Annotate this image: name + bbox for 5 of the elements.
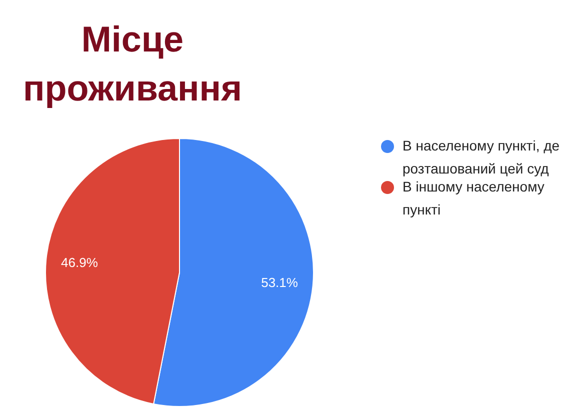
legend-label: В іншому населеному пункті xyxy=(402,178,544,218)
chart-title: Місце проживання xyxy=(22,18,242,109)
legend-label: В населеному пункті, де розташований цей суд xyxy=(402,138,560,176)
data-label: 53.1% xyxy=(261,274,298,290)
data-label: 46.9% xyxy=(61,255,98,270)
